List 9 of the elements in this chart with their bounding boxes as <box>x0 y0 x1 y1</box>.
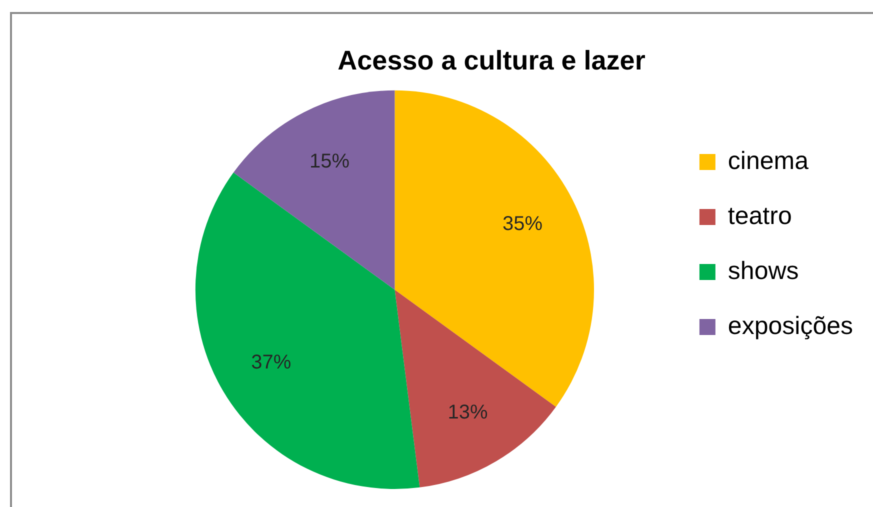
legend-label: cinema <box>728 146 809 175</box>
data-label: 37% <box>251 351 292 374</box>
data-label: 13% <box>448 402 488 424</box>
legend-label: shows <box>728 256 799 285</box>
data-label: 15% <box>310 150 350 172</box>
legend-label: exposições <box>728 312 854 340</box>
legend-label: teatro <box>728 202 792 230</box>
data-label: 35% <box>502 213 543 236</box>
chart-title: Acesso a cultura e lazer <box>338 46 646 76</box>
